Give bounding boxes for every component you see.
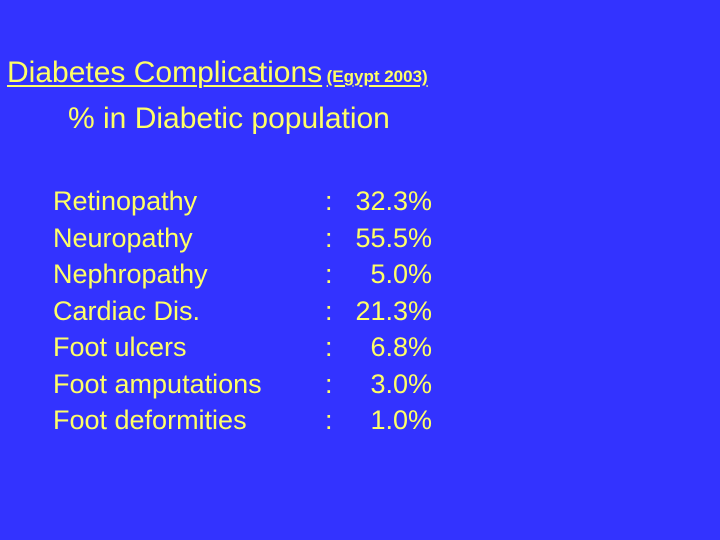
- list-item-nephropathy: Nephropathy : 5.0%: [53, 256, 473, 293]
- list-item-foot-deformities: Foot deformities : 1.0%: [53, 402, 473, 439]
- list-item-value: 1.0%: [370, 405, 432, 435]
- list-item-value: 32.3%: [355, 186, 432, 216]
- list-item-separator: :: [325, 222, 333, 253]
- list-item-separator: :: [325, 332, 333, 362]
- list-item-separator: :: [325, 186, 333, 216]
- list-item-foot-ulcers: Foot ulcers : 6.8%: [53, 329, 473, 366]
- list-item-neuropathy: Neuropathy : 55.5%: [53, 220, 473, 257]
- list-item-label: Foot deformities: [53, 405, 247, 435]
- list-item-label: Cardiac Dis.: [53, 295, 201, 326]
- slide-subtitle: % in Diabetic population: [68, 102, 390, 135]
- list-item-label: Neuropathy: [53, 222, 193, 253]
- slide-title: Diabetes Complications (Egypt 2003): [7, 58, 428, 88]
- list-item-retinopathy: Retinopathy : 32.3%: [53, 183, 473, 220]
- list-item-separator: :: [325, 295, 333, 326]
- list-item-separator: :: [325, 368, 333, 399]
- list-item-cardiac-dis: Cardiac Dis. : 21.3%: [53, 293, 473, 330]
- list-item-label: Nephropathy: [53, 259, 208, 289]
- list-item-value: 21.3%: [355, 295, 432, 326]
- list-item-separator: :: [325, 405, 333, 435]
- list-item-value: 3.0%: [370, 368, 432, 399]
- complications-list: Retinopathy : 32.3% Neuropathy : 55.5% N…: [53, 183, 473, 439]
- list-item-label: Foot ulcers: [53, 332, 187, 362]
- title-note-text: (Egypt 2003): [326, 67, 428, 86]
- list-item-value: 6.8%: [370, 332, 432, 362]
- list-item-foot-amputations: Foot amputations : 3.0%: [53, 366, 473, 403]
- title-main-text: Diabetes Complications: [7, 56, 323, 89]
- list-item-separator: :: [325, 259, 333, 289]
- list-item-value: 5.0%: [370, 259, 432, 289]
- list-item-value: 55.5%: [355, 222, 432, 253]
- list-item-label: Retinopathy: [53, 186, 198, 216]
- list-item-label: Foot amputations: [53, 368, 262, 399]
